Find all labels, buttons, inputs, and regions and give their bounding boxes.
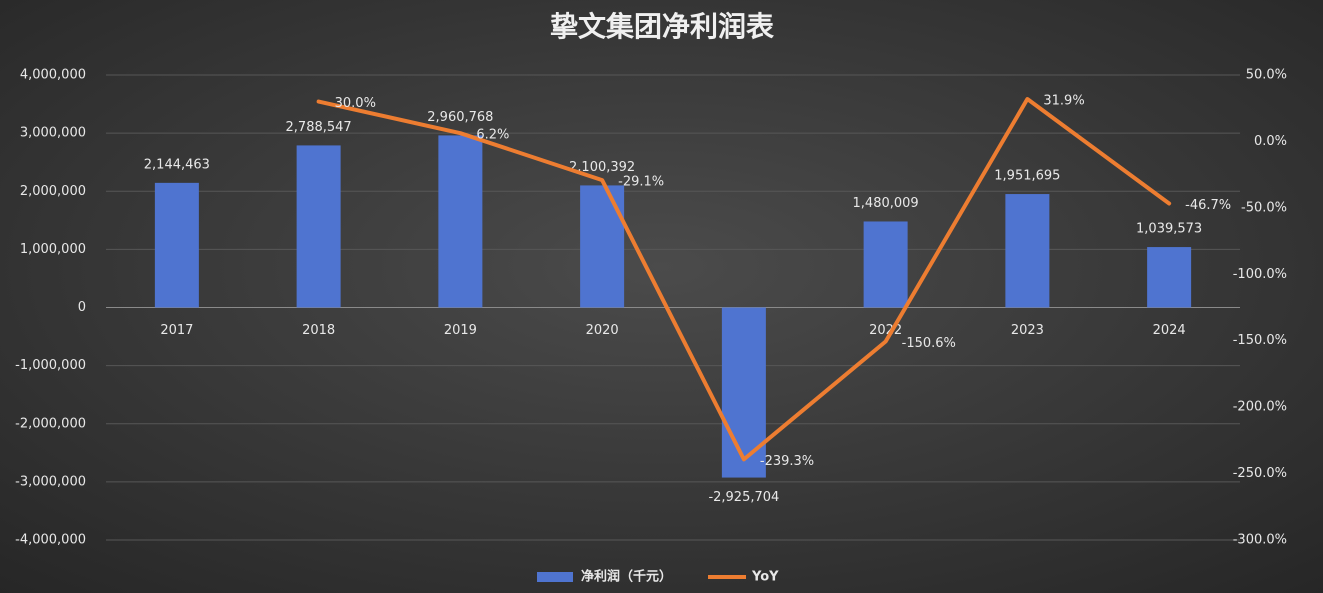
y2-tick-label: -100.0%	[1233, 267, 1287, 282]
y2-tick-label: -300.0%	[1233, 533, 1287, 548]
y-tick-label: -1,000,000	[15, 358, 86, 373]
data-label: -29.1%	[618, 175, 664, 190]
x-tick-label: 2024	[1153, 323, 1186, 338]
line	[316, 97, 1172, 462]
x-tick-label: 2020	[586, 323, 619, 338]
y-tick-label: 4,000,000	[20, 68, 86, 83]
data-label: -2,925,704	[708, 490, 779, 505]
bar	[580, 185, 625, 308]
legend-label: YoY	[751, 570, 779, 585]
data-label: 30.0%	[335, 96, 376, 111]
y2-tick-label: -50.0%	[1241, 200, 1287, 215]
data-label: 2,788,547	[286, 120, 352, 135]
bar	[721, 307, 766, 478]
data-label: 6.2%	[476, 128, 509, 143]
y2-tick-label: 0.0%	[1254, 134, 1287, 149]
y2-tick-label: -150.0%	[1233, 333, 1287, 348]
bar	[863, 221, 908, 308]
data-label: 2,144,463	[144, 157, 210, 172]
x-tick-label: 2019	[444, 323, 477, 338]
y-tick-label: -3,000,000	[15, 474, 86, 489]
y2-tick-label: -200.0%	[1233, 400, 1287, 415]
data-label: -150.6%	[902, 336, 956, 351]
data-label: 1,480,009	[853, 196, 919, 211]
x-tick-label: 2023	[1011, 323, 1044, 338]
y-tick-label: 3,000,000	[20, 126, 86, 141]
y-tick-label: -2,000,000	[15, 416, 86, 431]
bar	[296, 145, 341, 308]
y-tick-label: 1,000,000	[20, 242, 86, 257]
data-label: -239.3%	[760, 454, 814, 469]
legend-swatch	[537, 572, 573, 582]
x-tick-label: 2018	[302, 323, 335, 338]
data-label: 31.9%	[1043, 94, 1084, 109]
y2-tick-label: -250.0%	[1233, 466, 1287, 481]
legend-label: 净利润（千元）	[581, 569, 672, 585]
y-tick-label: -4,000,000	[15, 533, 86, 548]
x-tick-label: 2017	[160, 323, 193, 338]
y2-tick-label: 50.0%	[1246, 68, 1287, 83]
data-label: 2,100,392	[569, 160, 635, 175]
data-label: 2,960,768	[427, 110, 493, 125]
data-label: -46.7%	[1185, 198, 1231, 213]
bar	[1147, 247, 1192, 308]
data-label: 1,039,573	[1136, 222, 1202, 237]
bar	[438, 135, 483, 308]
y-tick-label: 2,000,000	[20, 184, 86, 199]
data-label: 1,951,695	[994, 169, 1060, 184]
bar	[1005, 194, 1050, 308]
y-tick-label: 0	[78, 300, 86, 315]
bar	[154, 182, 199, 308]
chart-title: 挚文集团净利润表	[550, 10, 774, 43]
